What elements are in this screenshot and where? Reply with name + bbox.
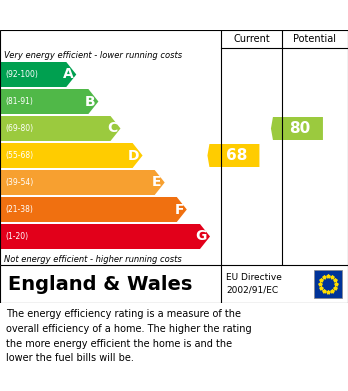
Polygon shape <box>0 170 165 195</box>
Polygon shape <box>0 89 98 114</box>
Text: E: E <box>152 176 162 190</box>
Text: (1-20): (1-20) <box>5 232 28 241</box>
Text: (92-100): (92-100) <box>5 70 38 79</box>
Text: (55-68): (55-68) <box>5 151 33 160</box>
Bar <box>314 270 342 298</box>
Polygon shape <box>0 62 76 87</box>
Text: G: G <box>196 230 207 244</box>
Text: A: A <box>63 68 73 81</box>
Text: EU Directive
2002/91/EC: EU Directive 2002/91/EC <box>226 273 282 295</box>
Text: Potential: Potential <box>293 34 337 44</box>
Polygon shape <box>0 197 187 222</box>
Text: F: F <box>174 203 184 217</box>
Text: England & Wales: England & Wales <box>8 274 192 294</box>
Text: (81-91): (81-91) <box>5 97 33 106</box>
Text: 80: 80 <box>289 121 310 136</box>
Polygon shape <box>0 116 120 141</box>
Text: 68: 68 <box>226 148 247 163</box>
Text: C: C <box>107 122 118 136</box>
Text: D: D <box>128 149 140 163</box>
Text: Current: Current <box>233 34 270 44</box>
Polygon shape <box>0 224 210 249</box>
Text: Very energy efficient - lower running costs: Very energy efficient - lower running co… <box>4 50 182 59</box>
Text: Energy Efficiency Rating: Energy Efficiency Rating <box>63 7 285 23</box>
Polygon shape <box>0 143 143 168</box>
Text: Not energy efficient - higher running costs: Not energy efficient - higher running co… <box>4 255 182 264</box>
Polygon shape <box>207 144 259 167</box>
Text: (39-54): (39-54) <box>5 178 33 187</box>
Text: (21-38): (21-38) <box>5 205 33 214</box>
Polygon shape <box>271 117 323 140</box>
Text: The energy efficiency rating is a measure of the
overall efficiency of a home. T: The energy efficiency rating is a measur… <box>6 309 252 363</box>
Text: B: B <box>85 95 95 108</box>
Text: (69-80): (69-80) <box>5 124 33 133</box>
